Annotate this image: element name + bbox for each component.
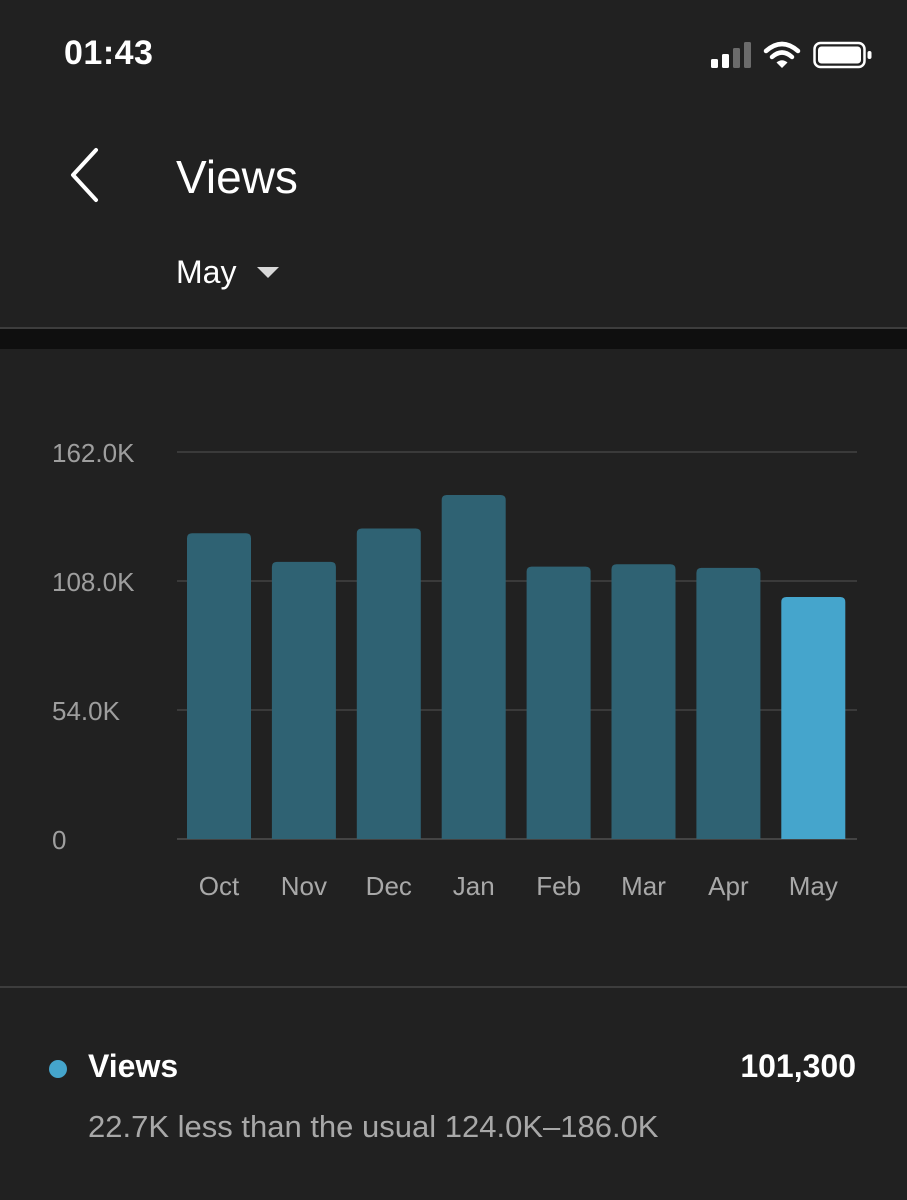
y-tick-label: 108.0K	[52, 567, 135, 597]
bar-dec[interactable]	[356, 528, 421, 839]
metric-value: 101,300	[740, 1048, 856, 1084]
bar-chart: 0 54.0K 108.0K 162.0K Oct Nov Dec Jan Feb Mar Apr M…	[52, 438, 857, 901]
y-tick-label: 162.0K	[52, 438, 135, 468]
back-button[interactable]	[56, 140, 116, 210]
x-tick-label: Mar	[621, 871, 666, 901]
x-tick-label: Feb	[536, 871, 581, 901]
bar-oct[interactable]	[187, 533, 251, 839]
x-tick-label: Nov	[281, 871, 327, 901]
x-tick-label: Apr	[708, 871, 749, 901]
chart-divider	[0, 986, 907, 988]
metric-comparison-note: 22.7K less than the usual 124.0K–186.0K	[88, 1109, 659, 1144]
bar-may[interactable]	[781, 597, 846, 839]
metric-summary: Views 101,300 22.7K less than the usual …	[0, 988, 907, 1200]
period-dropdown[interactable]: May	[176, 252, 280, 292]
status-time: 01:43	[64, 34, 154, 72]
bar-mar[interactable]	[611, 564, 676, 839]
page-title: Views	[176, 151, 298, 203]
views-chart: 0 54.0K 108.0K 162.0K Oct Nov Dec Jan Feb Mar Apr M…	[0, 349, 907, 987]
bar-nov[interactable]	[271, 561, 336, 839]
section-separator	[0, 329, 907, 349]
x-tick-label: Oct	[199, 871, 240, 901]
cellular-signal-icon	[711, 42, 751, 68]
x-tick-label: May	[789, 871, 838, 901]
metric-name: Views	[88, 1048, 179, 1084]
status-bar: 01:43	[0, 0, 907, 110]
bar-jan[interactable]	[441, 495, 506, 839]
bar-feb[interactable]	[526, 566, 591, 839]
x-tick-label: Dec	[366, 871, 412, 901]
bar-apr[interactable]	[696, 567, 761, 839]
wifi-icon	[763, 41, 801, 68]
y-tick-label: 54.0K	[52, 696, 121, 726]
period-selected-label: May	[176, 253, 237, 290]
legend-dot	[49, 1060, 67, 1078]
x-tick-label: Jan	[453, 871, 495, 901]
battery-icon	[813, 41, 872, 69]
header: Views May	[0, 110, 907, 328]
caret-down-icon	[257, 267, 280, 278]
y-tick-label: 0	[52, 825, 66, 855]
header-divider	[0, 327, 907, 329]
chevron-left-icon	[71, 148, 98, 202]
